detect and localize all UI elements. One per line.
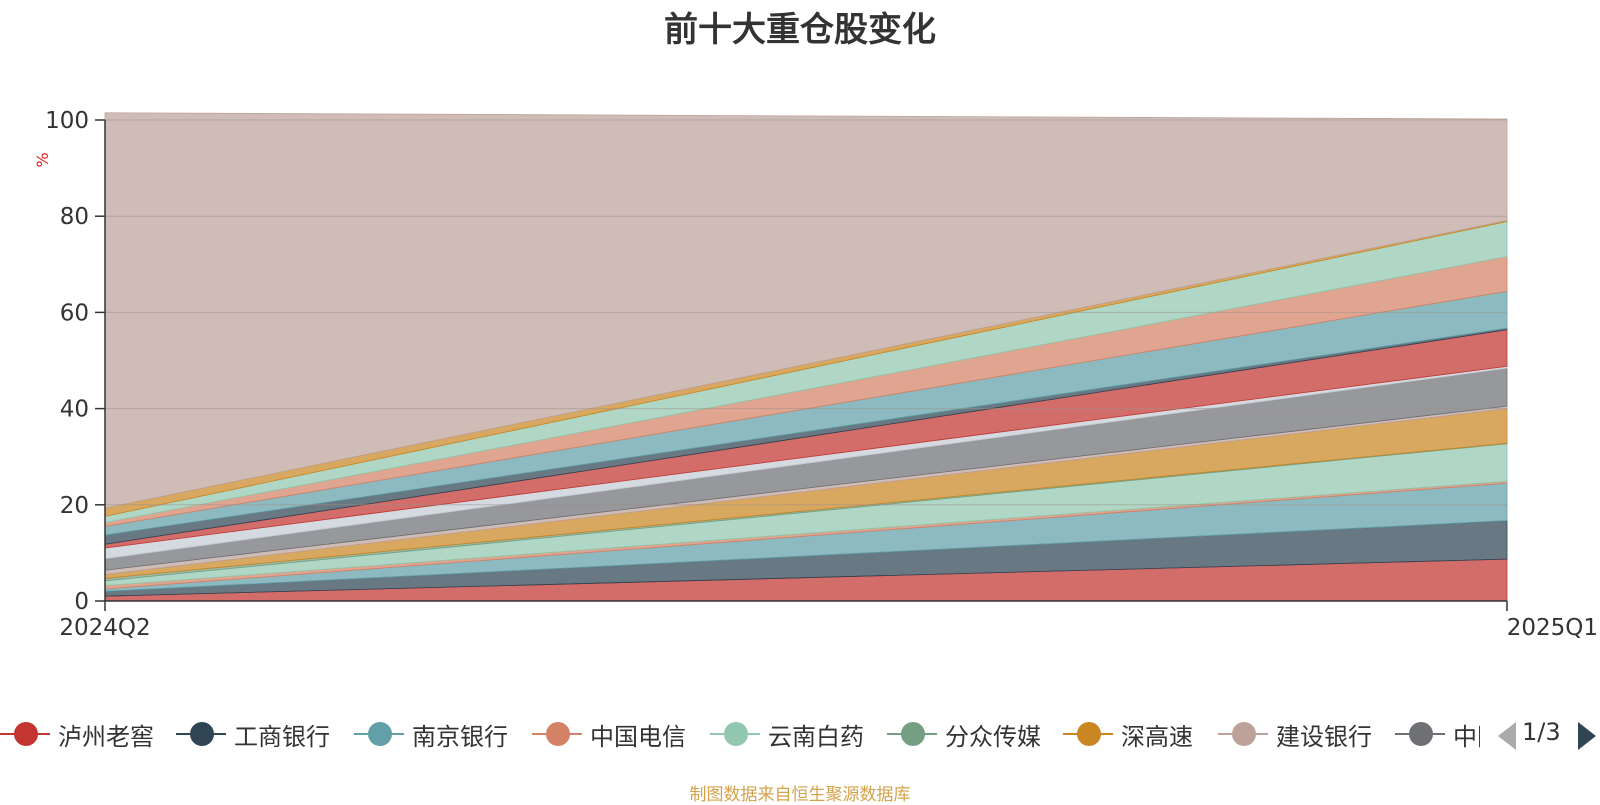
legend-pager: 1/3 — [1498, 716, 1600, 752]
legend: 泸州老窖 工商银行 南京银行 中国电信 云南白药 分众传媒 深高速 建设银行 中国 — [0, 716, 1480, 752]
legend-dot-icon — [1077, 722, 1101, 746]
legend-item[interactable]: 工商银行 — [176, 716, 330, 752]
legend-item[interactable]: 中国 — [1395, 716, 1480, 752]
y-tick-label: 0 — [74, 589, 89, 615]
legend-item[interactable]: 建设银行 — [1218, 716, 1372, 752]
legend-dot-icon — [724, 722, 748, 746]
x-tick-label: 2024Q2 — [59, 615, 150, 641]
legend-label: 云南白药 — [768, 722, 864, 751]
y-tick-label: 80 — [60, 204, 89, 230]
legend-label: 工商银行 — [234, 722, 330, 751]
legend-item[interactable]: 泸州老窖 — [0, 716, 154, 752]
legend-item[interactable]: 南京银行 — [354, 716, 508, 752]
y-tick-label: 20 — [60, 493, 89, 519]
legend-dot-icon — [1409, 722, 1433, 746]
y-axis-name: % — [33, 152, 52, 167]
legend-label: 中国 — [1453, 722, 1480, 751]
legend-dot-icon — [546, 722, 570, 746]
legend-label: 中国电信 — [590, 722, 686, 751]
axis-layer: 0 20 40 60 80 100 2024Q2 2025Q1 — [45, 108, 1598, 641]
legend-marker-icon — [710, 722, 760, 746]
legend-label: 建设银行 — [1276, 722, 1372, 751]
y-tick-label: 60 — [60, 300, 89, 326]
legend-marker-icon — [887, 722, 937, 746]
legend-label: 深高速 — [1121, 722, 1193, 751]
legend-dot-icon — [1232, 722, 1256, 746]
legend-marker-icon — [176, 722, 226, 746]
area-layer — [104, 112, 1508, 602]
legend-page-indicator: 1/3 — [1522, 718, 1561, 746]
x-tick-label: 2025Q1 — [1507, 615, 1598, 641]
legend-next-page-button[interactable] — [1578, 722, 1596, 750]
y-tick-label: 40 — [60, 397, 89, 423]
legend-dot-icon — [190, 722, 214, 746]
legend-item[interactable]: 中国电信 — [532, 716, 686, 752]
legend-dot-icon — [901, 722, 925, 746]
legend-marker-icon — [1218, 722, 1268, 746]
legend-marker-icon — [1063, 722, 1113, 746]
legend-prev-page-button[interactable] — [1498, 722, 1516, 750]
legend-label: 南京银行 — [412, 722, 508, 751]
legend-dot-icon — [14, 722, 38, 746]
legend-label: 分众传媒 — [945, 722, 1041, 751]
legend-item[interactable]: 云南白药 — [710, 716, 864, 752]
y-tick-label: 100 — [45, 108, 89, 134]
legend-marker-icon — [354, 722, 404, 746]
legend-marker-icon — [0, 722, 50, 746]
legend-marker-icon — [532, 722, 582, 746]
chart-title: 前十大重仓股变化 — [664, 10, 936, 50]
legend-item[interactable]: 分众传媒 — [887, 716, 1041, 752]
source-note: 制图数据来自恒生聚源数据库 — [689, 785, 911, 805]
legend-dot-icon — [368, 722, 392, 746]
legend-marker-icon — [1395, 722, 1445, 746]
legend-label: 泸州老窖 — [58, 722, 154, 751]
legend-item[interactable]: 深高速 — [1063, 716, 1193, 752]
grid-layer — [105, 119, 1507, 506]
